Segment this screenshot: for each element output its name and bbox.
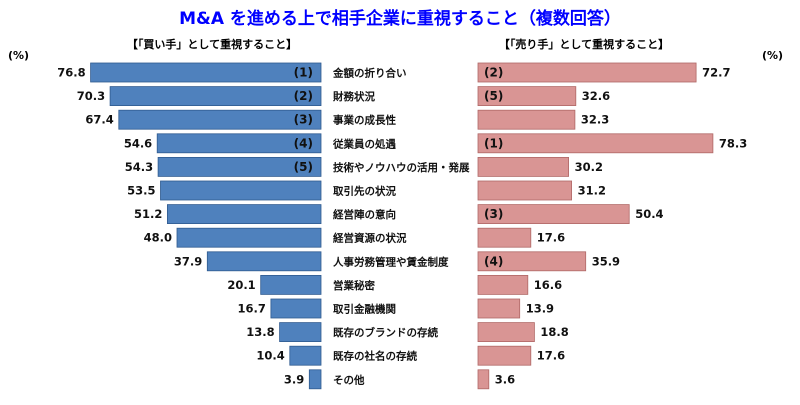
category-label: 事業の成長性 (333, 114, 396, 127)
left-value-label: 48.0 (144, 231, 172, 245)
right-rank-label: (2) (484, 66, 503, 80)
right-value-label: 17.6 (537, 231, 565, 245)
category-label: 経営資源の状況 (333, 232, 407, 245)
left-value-label: 51.2 (134, 207, 162, 221)
right-rank-label: (4) (484, 254, 503, 268)
right-value-label: 3.6 (495, 372, 515, 386)
right-rank-label: (5) (484, 89, 503, 103)
left-bar (260, 274, 322, 295)
left-rank-label: (5) (294, 160, 313, 174)
left-value-label: 67.4 (85, 113, 113, 127)
left-rank-label: (2) (294, 89, 313, 103)
category-label: 既存のブランドの存続 (333, 326, 438, 339)
left-bar (289, 345, 322, 366)
left-bar (109, 86, 322, 106)
right-value-label: 72.7 (702, 66, 730, 80)
right-bar (477, 109, 576, 130)
right-value-label: 32.3 (581, 113, 609, 127)
category-label: 人事労務管理や賃金制度 (333, 255, 449, 268)
right-bar (477, 251, 587, 272)
left-unit-label: (%) (8, 49, 29, 62)
left-bar (308, 369, 322, 390)
right-bar (477, 62, 697, 83)
right-value-label: 30.2 (575, 160, 603, 174)
left-bar (157, 156, 322, 177)
right-unit-label: (%) (762, 49, 783, 62)
category-label: 財務状況 (332, 90, 375, 103)
category-label: 従業員の処遇 (332, 137, 396, 150)
left-value-label: 54.6 (124, 136, 152, 150)
left-bar (160, 180, 322, 201)
left-value-label: 3.9 (284, 372, 304, 386)
left-header: 【「買い手」として重視すること】 (127, 37, 297, 51)
right-bar (477, 180, 572, 201)
left-value-label: 37.9 (174, 254, 202, 268)
left-value-label: 10.4 (256, 349, 284, 363)
right-bar (477, 86, 577, 106)
right-value-label: 18.8 (540, 325, 568, 339)
right-value-label: 31.2 (578, 184, 606, 198)
right-value-label: 17.6 (537, 349, 565, 363)
right-bar (477, 345, 532, 366)
category-label: 経営陣の意向 (333, 208, 396, 221)
left-bar (156, 133, 322, 154)
category-label: 技術やノウハウの活用・発展 (333, 161, 470, 174)
left-bar (90, 62, 322, 83)
right-bar (477, 274, 529, 295)
category-label: 営業秘密 (333, 279, 375, 292)
right-value-label: 13.9 (526, 302, 554, 316)
left-rank-label: (1) (294, 66, 313, 80)
right-bar (477, 322, 535, 343)
left-bar (176, 227, 322, 248)
left-bar (206, 251, 322, 272)
category-label: その他 (333, 373, 365, 386)
left-bar (166, 204, 322, 225)
right-value-label: 78.3 (719, 136, 747, 150)
right-value-label: 35.9 (592, 254, 620, 268)
right-bar (477, 298, 521, 319)
chart-title: M&A を進める上で相手企業に重視すること（複数回答） (179, 8, 621, 29)
right-value-label: 32.6 (582, 89, 610, 103)
right-bar (477, 227, 532, 248)
left-value-label: 20.1 (227, 278, 255, 292)
right-bar (477, 204, 630, 225)
left-bar (270, 298, 322, 319)
right-bar (477, 369, 490, 390)
right-value-label: 50.4 (635, 207, 663, 221)
left-rank-label: (3) (294, 113, 313, 127)
category-label: 金額の折り合い (332, 67, 407, 80)
right-bar (477, 156, 569, 177)
left-value-label: 54.3 (125, 160, 153, 174)
bar-group: 76.8 (1) 金額の折り合い 72.7 (2) 70.3 (2) 財務状況 32.6 (5) 6… (57, 62, 747, 390)
left-value-label: 53.5 (127, 184, 155, 198)
left-value-label: 70.3 (77, 89, 105, 103)
category-label: 取引先の状況 (333, 185, 396, 198)
right-rank-label: (3) (484, 207, 503, 221)
left-bar (118, 109, 322, 130)
right-value-label: 16.6 (534, 278, 562, 292)
left-value-label: 76.8 (57, 66, 85, 80)
category-label: 既存の社名の存続 (333, 350, 417, 363)
left-value-label: 16.7 (238, 302, 266, 316)
right-rank-label: (1) (484, 136, 503, 150)
right-header: 【「売り手」として重視すること】 (499, 37, 669, 51)
left-bar (279, 322, 322, 343)
right-bar (477, 133, 714, 154)
category-label: 取引金融機関 (333, 303, 396, 316)
left-rank-label: (4) (294, 136, 313, 150)
left-value-label: 13.8 (246, 325, 274, 339)
